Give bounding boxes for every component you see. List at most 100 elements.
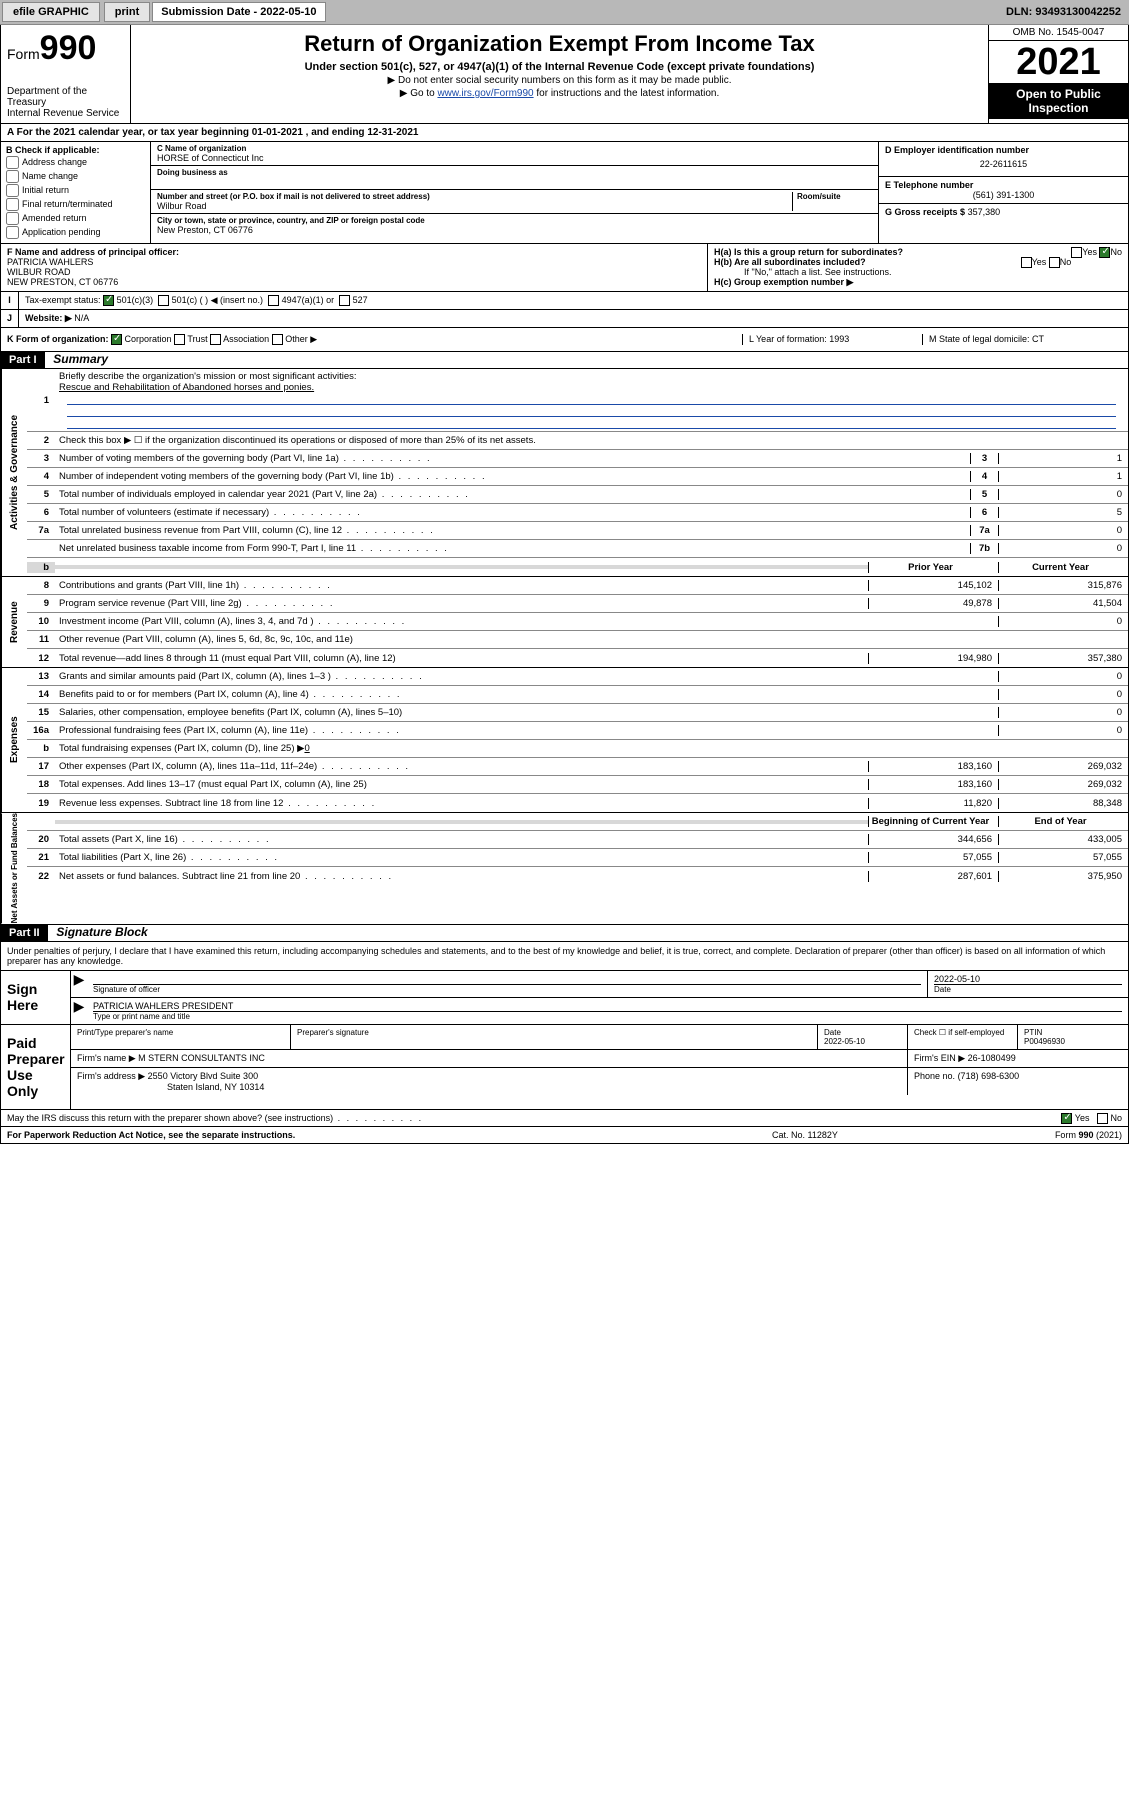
lbl-name-change: Name change [22,171,78,181]
l12-text: Total revenue—add lines 8 through 11 (mu… [55,651,868,666]
omb-number: OMB No. 1545-0047 [989,25,1128,41]
j-letter: J [1,310,19,327]
may-discuss-text: May the IRS discuss this return with the… [7,1113,423,1123]
room-label: Room/suite [797,192,872,201]
cb-final-return[interactable] [6,198,19,211]
cb-501c[interactable] [158,295,169,306]
b22: 287,601 [868,871,998,882]
sig-date-value: 2022-05-10 [934,974,1122,984]
paid-preparer-label: Paid Preparer Use Only [1,1025,71,1109]
website-value: N/A [74,313,89,323]
p12: 194,980 [868,653,998,664]
cb-assoc[interactable] [210,334,221,345]
dba-label: Doing business as [157,168,872,177]
l16a-text: Professional fundraising fees (Part IX, … [55,723,868,738]
lbl-corp: Corporation [125,334,172,344]
v4: 1 [998,471,1128,482]
section-revenue: Revenue 8Contributions and grants (Part … [0,577,1129,668]
row-j: J Website: ▶ N/A [0,310,1129,328]
l13-text: Grants and similar amounts paid (Part IX… [55,669,868,684]
ha-no-lbl: No [1110,247,1122,257]
officer-label: F Name and address of principal officer: [7,247,701,257]
cb-other[interactable] [272,334,283,345]
l21-text: Total liabilities (Part X, line 26) [55,850,868,865]
l15-text: Salaries, other compensation, employee b… [55,705,868,720]
p8: 145,102 [868,580,998,591]
cb-527[interactable] [339,295,350,306]
p9: 49,878 [868,598,998,609]
prep-h1: Print/Type preparer's name [71,1025,291,1049]
l14-text: Benefits paid to or for members (Part IX… [55,687,868,702]
row-i: I Tax-exempt status: 501(c)(3) 501(c) ( … [0,292,1129,310]
c16a: 0 [998,725,1128,736]
l2-text: Check this box ▶ ☐ if the organization d… [55,433,1128,448]
c13: 0 [998,671,1128,682]
subtitle-1: Under section 501(c), 527, or 4947(a)(1)… [137,61,982,73]
form-number: 990 [40,29,97,67]
instructions-link[interactable]: www.irs.gov/Form990 [437,88,533,99]
subtitle-2: ▶ Do not enter social security numbers o… [137,75,982,86]
tax-exempt-label: Tax-exempt status: [25,295,101,305]
l18-text: Total expenses. Add lines 13–17 (must eq… [55,777,868,792]
cb-amended[interactable] [6,212,19,225]
header-left: Form990 Department of the Treasury Inter… [1,25,131,123]
firmaddr2: Staten Island, NY 10314 [77,1082,264,1092]
gross-value: 357,380 [968,207,1001,217]
print-button[interactable]: print [104,2,150,22]
sidetab-revenue: Revenue [1,577,27,667]
gross-label: G Gross receipts $ [885,207,965,217]
col-b-head: B Check if applicable: [6,145,145,155]
phone-value: (718) 698-6300 [958,1071,1020,1081]
ein-label: D Employer identification number [885,145,1122,155]
col-b-checkboxes: B Check if applicable: Address change Na… [1,142,151,243]
i-letter: I [1,292,19,309]
org-name: HORSE of Connecticut Inc [157,153,872,163]
part2-title: Signature Block [50,925,147,939]
part1-tag: Part I [1,352,45,368]
city-value: New Preston, CT 06776 [157,225,872,235]
lbl-final-return: Final return/terminated [22,199,113,209]
l8-text: Contributions and grants (Part VIII, lin… [55,578,868,593]
e20: 433,005 [998,834,1128,845]
state-domicile: M State of legal domicile: CT [922,334,1122,345]
may-yes-cb[interactable] [1061,1113,1072,1124]
irs-label: Internal Revenue Service [7,108,124,119]
sig-name-value: PATRICIA WAHLERS PRESIDENT [93,1001,1122,1011]
cb-501c3[interactable] [103,295,114,306]
firmaddr1: 2550 Victory Blvd Suite 300 [148,1071,258,1081]
cb-4947[interactable] [268,295,279,306]
lbl-initial-return: Initial return [22,185,69,195]
cb-app-pending[interactable] [6,226,19,239]
c15: 0 [998,707,1128,718]
page-footer: For Paperwork Reduction Act Notice, see … [0,1127,1129,1144]
top-toolbar: efile GRAPHIC print Submission Date - 20… [0,0,1129,25]
ha-no-cb[interactable] [1099,247,1110,258]
form-word: Form [7,46,40,62]
may-no-cb[interactable] [1097,1113,1108,1124]
cb-corp[interactable] [111,334,122,345]
tel-label: E Telephone number [885,180,1122,190]
cb-initial-return[interactable] [6,184,19,197]
hb-no-cb[interactable] [1049,257,1060,268]
prior-year-hdr: Prior Year [868,562,998,573]
b20: 344,656 [868,834,998,845]
website-label: Website: ▶ [25,313,72,323]
c9: 41,504 [998,598,1128,609]
ha-yes-cb[interactable] [1071,247,1082,258]
l7b-text: Net unrelated business taxable income fr… [55,541,970,556]
officer-name: PATRICIA WAHLERS [7,257,701,267]
lbl-501c3: 501(c)(3) [117,295,154,305]
hb-yes-cb[interactable] [1021,257,1032,268]
l20-text: Total assets (Part X, line 16) [55,832,868,847]
cb-name-change[interactable] [6,170,19,183]
signature-block: Under penalties of perjury, I declare th… [0,942,1129,1127]
firmname-value: M STERN CONSULTANTS INC [138,1053,265,1063]
current-year-hdr: Current Year [998,562,1128,573]
cb-trust[interactable] [174,334,185,345]
e22: 375,950 [998,871,1128,882]
lbl-527: 527 [353,295,368,305]
part1-title: Summary [47,352,108,366]
prep-date: 2022-05-10 [824,1037,865,1046]
cb-address-change[interactable] [6,156,19,169]
hc-label: H(c) Group exemption number ▶ [714,277,1122,288]
